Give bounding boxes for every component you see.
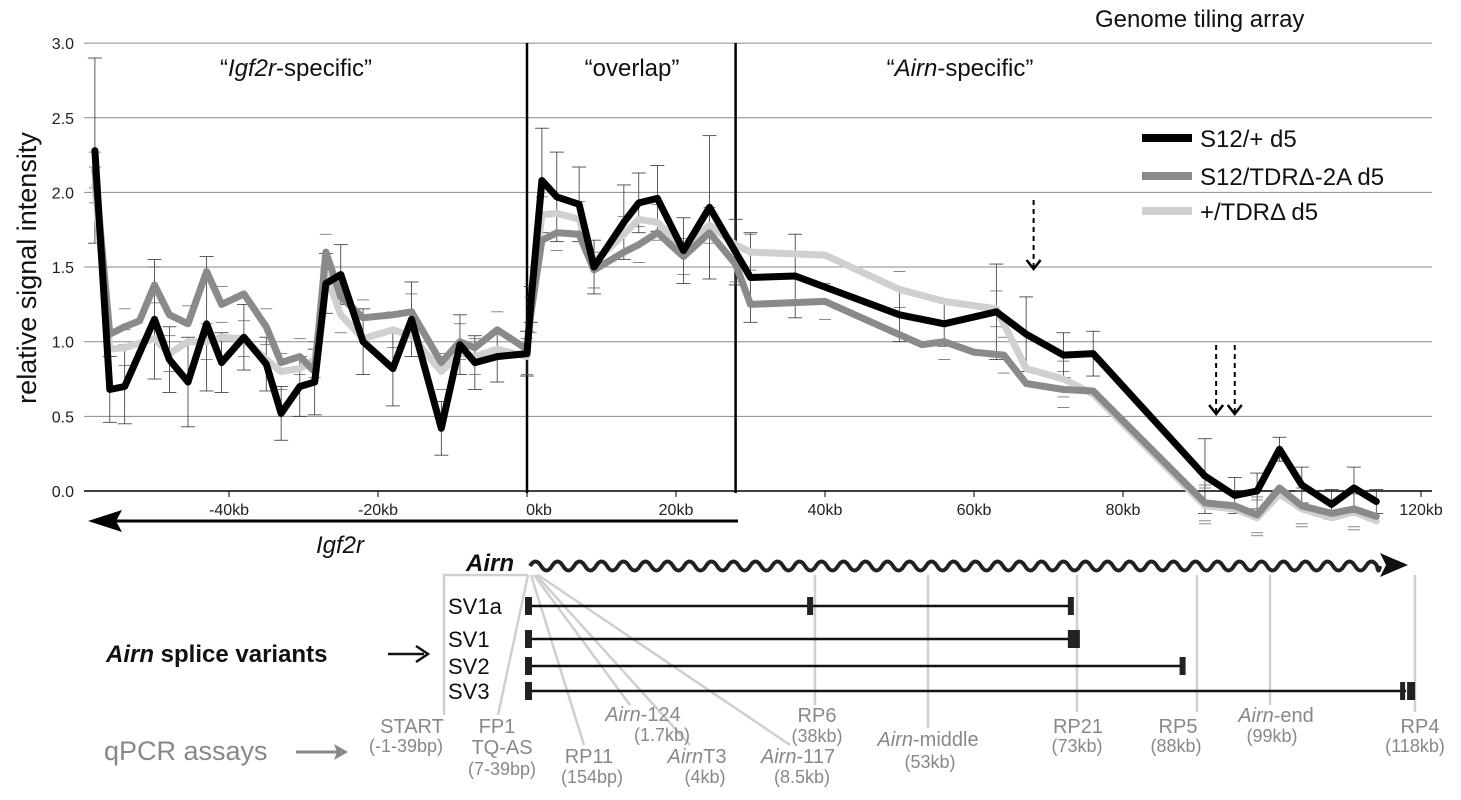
splice-variant-label: SV2 (448, 654, 490, 679)
series-lines (91, 147, 1380, 525)
legend-label-s12: S12/+ d5 (1200, 126, 1297, 153)
region-label-overlap: “overlap” (585, 55, 680, 82)
y-gridlines (84, 42, 1432, 492)
y-axis-ticks: 0.0 0.5 1.0 1.5 2.0 2.5 3.0 (52, 36, 74, 501)
qpcr-airn-middle: Airn-middle (876, 729, 978, 751)
splice-exon (525, 630, 532, 648)
splice-exon (807, 597, 814, 615)
qpcr-tq-as: TQ-AS (471, 737, 532, 759)
splice-variant-label: SV3 (448, 679, 490, 704)
qpcr-fp1-range: (7-39bp) (468, 759, 536, 779)
y-tick-label: 2.0 (52, 185, 74, 202)
dashed-arrow-head (1025, 259, 1042, 272)
qpcr-airn-end: Airn-end (1237, 705, 1314, 727)
qpcr-labels: START (-1-39bp) FP1 TQ-AS (7-39bp) RP11 … (369, 704, 1445, 787)
airn-label: Airn (465, 550, 514, 577)
splice-variant-label: SV1a (448, 594, 503, 619)
legend-label-tdr2a: S12/TDRΔ-2A d5 (1200, 164, 1384, 191)
chart-title: Genome tiling array (1095, 6, 1304, 33)
qpcr-airn-124: Airn-124 (604, 704, 681, 726)
x-tick-label: 120kb (1399, 502, 1443, 519)
y-tick-label: 0.5 (52, 409, 74, 426)
legend-label-tdr: +/TDRΔ d5 (1200, 199, 1318, 226)
legend: S12/+ d5 S12/TDRΔ-2A d5 +/TDRΔ d5 (1142, 126, 1384, 226)
region-label-airn-specific: “Airn-specific” (887, 55, 1034, 82)
qpcr-rp21-range: (73kb) (1051, 736, 1102, 756)
splice-exon (1407, 682, 1416, 700)
splice-variant-label: SV1 (448, 627, 490, 652)
qpcr-airn-124-range: (1.7kb) (634, 725, 690, 745)
airn-transcript-wave (528, 559, 1382, 573)
x-tick-label: 80kb (1106, 502, 1141, 519)
x-axis-ticks: -40kb -20kb 0kb 20kb 40kb 60kb 80kb 120kb (209, 491, 1443, 519)
guide-line (496, 574, 530, 716)
splice-pointer-arrow (388, 644, 431, 664)
region-label-igf2r-specific: “Igf2r-specific” (220, 55, 372, 82)
qpcr-rp11-range: (154bp) (561, 767, 623, 787)
splice-exon (525, 682, 532, 700)
x-tick-label: 20kb (659, 502, 694, 519)
qpcr-rp21: RP21 (1053, 716, 1103, 738)
series-line-0 (91, 147, 1380, 508)
splice-exon (1179, 657, 1186, 675)
qpcr-assays-label: qPCR assays (104, 736, 268, 766)
qpcr-pointer-arrow (296, 744, 348, 760)
guide-line (442, 573, 528, 715)
qpcr-rp6: RP6 (798, 705, 837, 727)
qpcr-airn-117-range: (8.5kb) (774, 767, 830, 787)
x-tick-label: -40kb (209, 502, 249, 519)
x-tick-label: -20kb (358, 502, 398, 519)
guide-line (537, 573, 791, 747)
qpcr-airn-t3: AirnT3 (667, 746, 727, 768)
y-tick-label: 1.5 (52, 260, 74, 277)
qpcr-guide-lines (442, 573, 1417, 747)
igf2r-arrow (88, 510, 738, 532)
qpcr-rp11: RP11 (565, 746, 614, 768)
y-axis-label: relative signal intensity (12, 132, 42, 404)
qpcr-rp5-range: (88kb) (1150, 736, 1201, 756)
igf2r-label: Igf2r (316, 532, 365, 559)
x-tick-label: 60kb (957, 502, 992, 519)
dashed-arrow-head (1208, 404, 1225, 417)
x-tick-label: 0kb (526, 502, 552, 519)
x-tick-label: 40kb (808, 502, 843, 519)
guide-line (535, 574, 691, 746)
qpcr-rp4-range: (118kb) (1385, 736, 1445, 756)
qpcr-airn-117: Airn-117 (760, 746, 835, 768)
y-tick-label: 2.5 (52, 111, 74, 128)
series-line-1 (91, 166, 1380, 520)
y-tick-label: 0.0 (52, 484, 74, 501)
splice-exon (525, 657, 532, 675)
qpcr-rp6-range: (38kb) (791, 726, 842, 746)
splice-exon (1067, 630, 1080, 648)
qpcr-rp5: RP5 (1159, 716, 1198, 738)
y-tick-label: 1.0 (52, 335, 74, 352)
splice-exon (1067, 597, 1074, 615)
qpcr-fp1: FP1 (479, 716, 516, 738)
qpcr-start: START (380, 716, 444, 738)
qpcr-airn-t3-range: (4kb) (684, 767, 725, 787)
qpcr-airn-middle-range: (53kb) (904, 752, 955, 772)
y-tick-label: 3.0 (52, 36, 74, 53)
qpcr-start-range: (-1-39bp) (369, 736, 443, 756)
dashed-arrow-head (1226, 404, 1243, 417)
dashed-arrows (1025, 200, 1243, 417)
splice-exon (1400, 682, 1406, 700)
guide-line (529, 574, 586, 746)
splice-exon (525, 597, 532, 615)
qpcr-airn-end-range: (99kb) (1246, 726, 1297, 746)
splice-variants-label: Airn splice variants (105, 641, 327, 668)
region-dividers (525, 43, 737, 493)
airn-arrowhead (1380, 553, 1408, 577)
qpcr-rp4: RP4 (1401, 716, 1440, 738)
